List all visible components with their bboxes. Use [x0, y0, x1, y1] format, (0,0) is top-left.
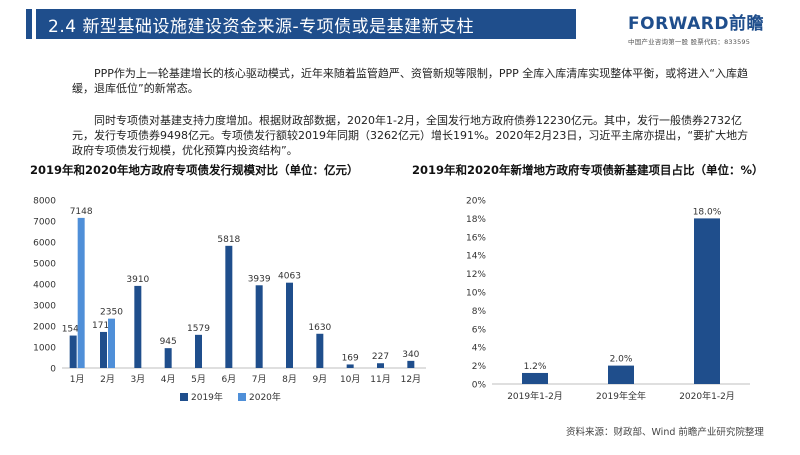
bar-2019-9 — [316, 333, 324, 368]
y-tick-label: 2000 — [33, 323, 56, 333]
x-tick-label: 1月 — [70, 374, 85, 385]
data-label-2019: 3939 — [248, 274, 271, 284]
data-label-2019: 227 — [372, 352, 389, 362]
bar-2019-11 — [377, 363, 384, 368]
data-label-2019: 945 — [160, 337, 177, 347]
bar-2019-3 — [134, 285, 142, 368]
x-tick-label: 12月 — [401, 374, 421, 385]
legend-label: 2019年 — [191, 391, 223, 403]
bar-2019-1 — [69, 335, 77, 368]
legend-label: 2020年 — [249, 391, 281, 403]
bar-2019-6 — [225, 245, 233, 368]
brand-logo: FORWARD前瞻 中国产业咨询第一股 股票代码：833595 — [628, 9, 788, 46]
x-tick-label: 5月 — [191, 374, 206, 385]
intro-paragraph-bonds: 同时专项债对基建支持力度增加。根据财政部数据，2020年1-2月，全国发行地方政… — [72, 114, 749, 157]
x-tick-label: 3月 — [130, 374, 145, 385]
x-tick-label: 6月 — [221, 374, 236, 385]
x-tick-label: 7月 — [252, 374, 267, 385]
data-label-2019: 3910 — [126, 275, 149, 285]
data-label-2019: 169 — [342, 353, 359, 363]
bar-2019-12 — [407, 360, 415, 368]
y-tick-label: 7000 — [33, 218, 56, 228]
page-title: 2.4 新型基础设施建设资金来源-专项债或是基建新支柱 — [48, 16, 475, 37]
y-tick-label: 0% — [472, 381, 487, 391]
y-tick-label: 5000 — [33, 260, 56, 270]
x-tick-label: 8月 — [282, 374, 297, 385]
x-tick-label: 9月 — [312, 374, 327, 385]
bar-share-1 — [522, 372, 548, 384]
x-tick-label: 2019年全年 — [596, 390, 646, 402]
y-tick-label: 1000 — [33, 344, 56, 354]
bar-share-2 — [608, 365, 634, 384]
y-tick-label: 6000 — [33, 239, 56, 249]
data-label: 1.2% — [524, 362, 547, 372]
data-label-2019: 340 — [402, 350, 419, 360]
bar-2019-2 — [100, 331, 107, 368]
data-label-2019: 1717 — [92, 321, 115, 331]
y-tick-label: 8000 — [33, 197, 56, 207]
bar-2020-2 — [108, 318, 115, 368]
y-tick-label: 4000 — [33, 281, 56, 291]
y-tick-label: 0 — [50, 365, 56, 375]
y-tick-label: 20% — [466, 197, 486, 207]
new-infra-share-bar-chart: 0% 2% 4% 6% 8% 10% 12% 14% 16% 18% 20% 1.2% 2019年1-2… — [466, 197, 750, 402]
bar-2019-8 — [286, 282, 293, 368]
y-tick-label: 16% — [466, 233, 486, 243]
y-tick-label: 2% — [472, 362, 487, 372]
x-tick-label: 2019年1-2月 — [507, 390, 563, 402]
data-label-2020: 2350 — [100, 308, 123, 318]
x-tick-label: 11月 — [370, 374, 390, 385]
y-tick-label: 14% — [466, 252, 486, 262]
y-tick-label: 12% — [466, 270, 486, 280]
bond-issuance-bar-chart: 0 1000 2000 3000 4000 5000 6000 7000 8000 1545 714… — [33, 197, 426, 403]
bar-2019-5 — [195, 334, 202, 368]
data-label-2019: 1579 — [187, 324, 210, 334]
data-label-2019: 4063 — [278, 272, 301, 282]
brand-tagline: 中国产业咨询第一股 股票代码：833595 — [628, 38, 751, 46]
data-source-note: 资料来源：财政部、Wind 前瞻产业研究院整理 — [566, 427, 764, 438]
x-tick-label: 2月 — [100, 374, 115, 385]
y-tick-label: 6% — [472, 325, 487, 335]
x-tick-label: 10月 — [340, 374, 360, 385]
data-label-2020: 7148 — [70, 207, 93, 217]
data-label: 18.0% — [693, 207, 722, 217]
x-tick-label: 4月 — [161, 374, 176, 385]
bar-2019-4 — [164, 348, 172, 368]
bar-share-3 — [694, 218, 720, 384]
bar-2019-10 — [346, 364, 354, 368]
page-header: 2.4 新型基础设施建设资金来源-专项债或是基建新支柱 FORWARD前瞻 中国… — [0, 0, 800, 46]
title-accent — [32, 9, 36, 39]
y-tick-label: 18% — [466, 215, 486, 225]
y-tick-label: 10% — [466, 289, 486, 299]
data-label-2019: 5818 — [217, 235, 240, 245]
bar-2020-1 — [77, 217, 85, 368]
data-label-2019: 1630 — [308, 323, 331, 333]
bar-2019-7 — [255, 285, 263, 368]
right-chart-title: 2019年和2020年新增地方政府专项债新基建项目占比（单位：%） — [412, 163, 764, 177]
intro-paragraph-ppp: PPP作为上一轮基建增长的核心驱动模式，近年来随着监管趋严、资管新规等限制，PP… — [72, 67, 748, 95]
legend-swatch — [180, 393, 188, 401]
brand-name: FORWARD前瞻 — [628, 14, 765, 34]
y-tick-label: 4% — [472, 344, 487, 354]
y-tick-label: 3000 — [33, 302, 56, 312]
legend-swatch — [238, 393, 246, 401]
y-tick-label: 8% — [472, 307, 487, 317]
title-bar: 2.4 新型基础设施建设资金来源-专项债或是基建新支柱 — [26, 9, 576, 39]
x-tick-label: 2020年1-2月 — [679, 390, 735, 402]
data-label-2019: 1545 — [62, 325, 85, 335]
left-chart-title: 2019年和2020年地方政府专项债发行规模对比（单位：亿元） — [30, 163, 359, 177]
data-label: 2.0% — [610, 355, 633, 365]
